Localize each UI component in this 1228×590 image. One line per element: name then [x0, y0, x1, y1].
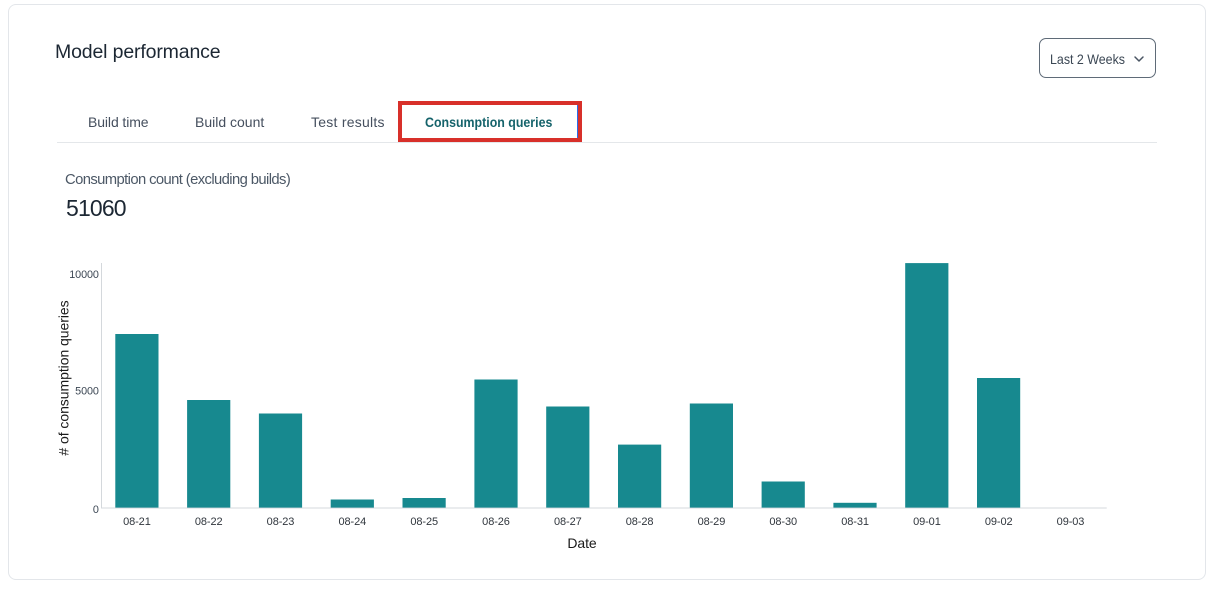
svg-text:09-02: 09-02 — [985, 516, 1013, 528]
svg-text:08-21: 08-21 — [123, 516, 151, 528]
svg-text:08-23: 08-23 — [267, 516, 295, 528]
svg-text:09-03: 09-03 — [1057, 516, 1085, 528]
svg-text:08-28: 08-28 — [626, 516, 654, 528]
svg-text:10000: 10000 — [69, 269, 99, 281]
svg-text:08-22: 08-22 — [195, 516, 223, 528]
svg-text:08-30: 08-30 — [769, 516, 797, 528]
svg-text:08-26: 08-26 — [482, 516, 510, 528]
svg-text:08-27: 08-27 — [554, 516, 582, 528]
svg-text:08-24: 08-24 — [338, 516, 366, 528]
svg-text:08-25: 08-25 — [410, 516, 438, 528]
svg-text:09-01: 09-01 — [913, 516, 941, 528]
svg-text:5000: 5000 — [75, 386, 99, 398]
svg-text:08-29: 08-29 — [698, 516, 726, 528]
svg-text:0: 0 — [93, 504, 99, 516]
svg-text:# of consumption queries: # of consumption queries — [56, 300, 72, 455]
svg-text:Date: Date — [567, 535, 596, 551]
svg-text:08-31: 08-31 — [841, 516, 869, 528]
